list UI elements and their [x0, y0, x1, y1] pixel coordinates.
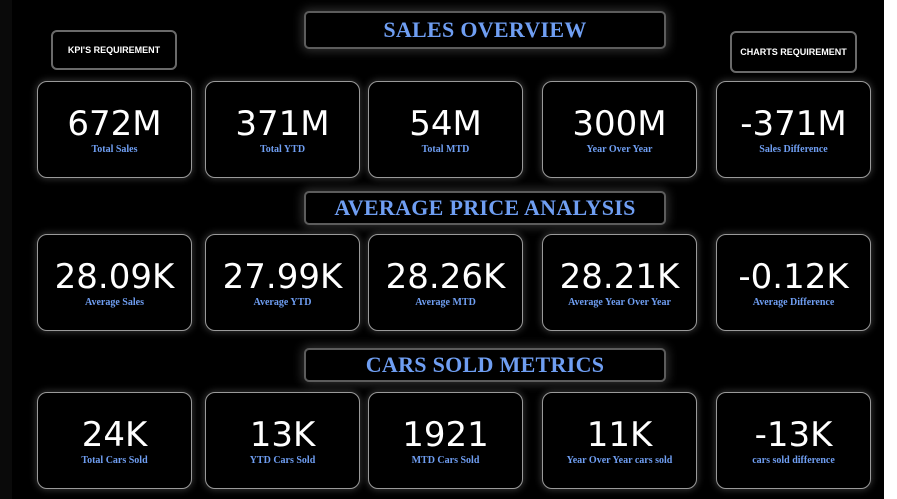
sales-overview-title: SALES OVERVIEW [304, 11, 666, 49]
average-price-analysis-title: AVERAGE PRICE ANALYSIS [304, 191, 666, 225]
kpi-label: Average MTD [415, 296, 476, 308]
kpi-label: Average Sales [85, 296, 144, 308]
kpi-label: Average YTD [253, 296, 312, 308]
kpi-label: Year Over Year cars sold [566, 454, 673, 466]
kpi-value: 13K [249, 414, 316, 455]
kpi-card-year-over-year: 300M Year Over Year [542, 81, 697, 178]
kpi-card-total-cars-sold: 24K Total Cars Sold [37, 392, 192, 489]
kpi-value: 672M [67, 103, 162, 144]
kpi-label: Total Sales [91, 143, 138, 155]
kpi-label: MTD Cars Sold [411, 454, 480, 466]
kpi-value: -371M [740, 103, 847, 144]
kpi-card-average-sales: 28.09K Average Sales [37, 234, 192, 331]
kpi-card-total-ytd: 371M Total YTD [205, 81, 360, 178]
kpi-card-average-difference: -0.12K Average Difference [716, 234, 871, 331]
kpi-value: 1921 [402, 414, 489, 455]
kpi-card-total-sales: 672M Total Sales [37, 81, 192, 178]
kpi-label: Year Over Year [586, 143, 653, 155]
kpi-card-average-year-over-year: 28.21K Average Year Over Year [542, 234, 697, 331]
kpi-value: 371M [235, 103, 330, 144]
kpi-card-cars-sold-difference: -13K cars sold difference [716, 392, 871, 489]
kpi-card-year-over-year-cars-sold: 11K Year Over Year cars sold [542, 392, 697, 489]
kpi-value: 27.99K [222, 256, 343, 297]
kpi-label: Sales Difference [759, 143, 828, 155]
kpi-card-average-mtd: 28.26K Average MTD [368, 234, 523, 331]
kpi-value: 28.21K [559, 256, 680, 297]
kpi-card-ytd-cars-sold: 13K YTD Cars Sold [205, 392, 360, 489]
kpi-card-total-mtd: 54M Total MTD [368, 81, 523, 178]
kpi-value: 28.09K [54, 256, 175, 297]
kpi-requirement-button[interactable]: KPI'S REQUIREMENT [51, 30, 177, 70]
kpi-label: Total MTD [421, 143, 470, 155]
kpi-card-mtd-cars-sold: 1921 MTD Cars Sold [368, 392, 523, 489]
right-edge-strip [884, 0, 897, 499]
kpi-value: 24K [81, 414, 148, 455]
kpi-label: Total YTD [259, 143, 306, 155]
charts-requirement-button[interactable]: CHARTS REQUIREMENT [730, 31, 857, 73]
kpi-value: 300M [572, 103, 667, 144]
kpi-label: Total Cars Sold [81, 454, 148, 466]
kpi-label: Average Year Over Year [568, 296, 671, 308]
kpi-value: 54M [409, 103, 482, 144]
kpi-label: Average Difference [752, 296, 835, 308]
kpi-label: YTD Cars Sold [249, 454, 316, 466]
kpi-card-average-ytd: 27.99K Average YTD [205, 234, 360, 331]
kpi-value: 28.26K [385, 256, 506, 297]
kpi-card-sales-difference: -371M Sales Difference [716, 81, 871, 178]
cars-sold-metrics-title: CARS SOLD METRICS [304, 348, 666, 382]
left-edge-strip [0, 0, 12, 499]
kpi-value: -13K [754, 414, 833, 455]
kpi-value: -0.12K [738, 256, 849, 297]
kpi-label: cars sold difference [752, 454, 835, 466]
kpi-value: 11K [586, 414, 653, 455]
